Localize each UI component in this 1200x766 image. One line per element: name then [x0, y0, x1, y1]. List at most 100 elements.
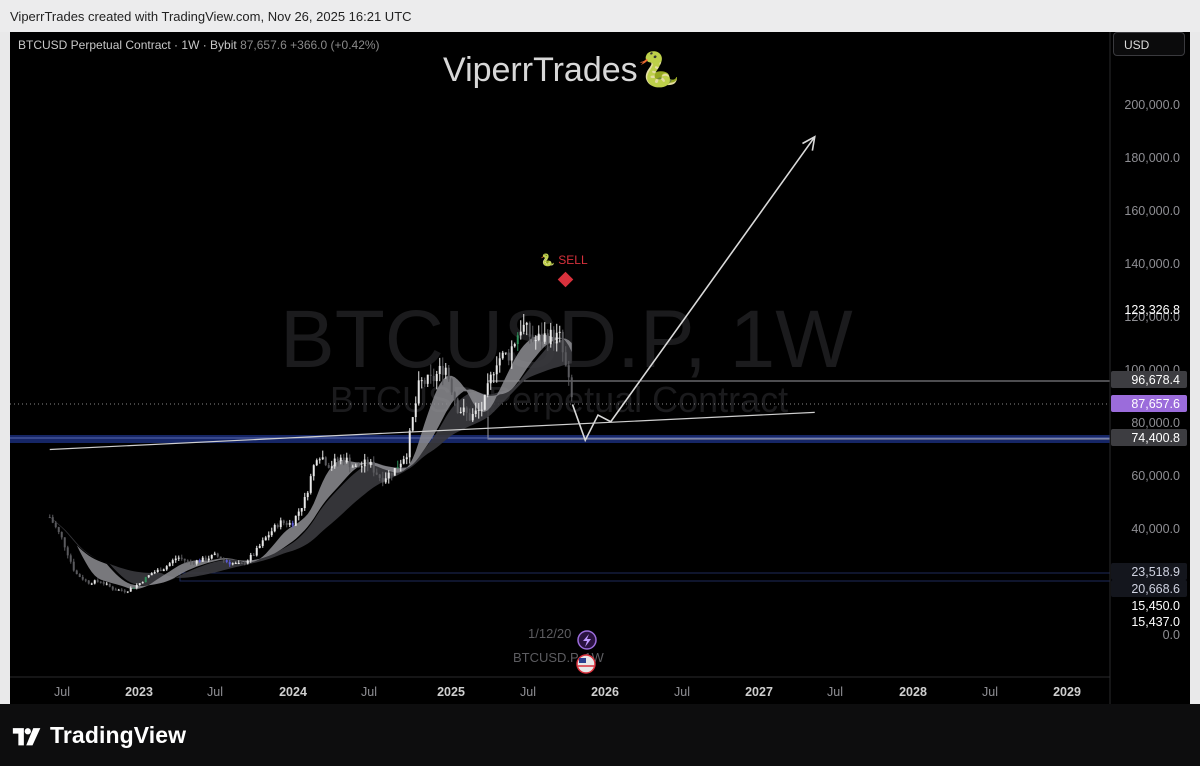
candle-body	[222, 558, 225, 561]
time-tick-label: 2023	[125, 685, 153, 699]
time-tick-label: 2028	[899, 685, 927, 699]
candle-body	[273, 525, 276, 532]
price-tick-label: 180,000.0	[1124, 151, 1180, 165]
candle-body	[261, 540, 264, 546]
candle-body	[330, 466, 333, 468]
time-tick-label: Jul	[520, 685, 536, 699]
candle-body	[570, 377, 573, 398]
candle-body	[108, 583, 111, 587]
price-label-badge	[1111, 371, 1187, 388]
author-brand: ViperrTrades🐍	[443, 51, 680, 89]
price-labels: 123,326.8 96,678.4 87,657.6 74,400.8 23,518.…	[1111, 303, 1187, 629]
candle-body	[417, 380, 420, 404]
candle-body	[72, 561, 75, 571]
candle-body	[351, 466, 354, 468]
ma-band	[49, 339, 572, 586]
candle-body	[432, 375, 435, 382]
moving-average-ribbon	[49, 334, 572, 590]
time-tick-label: Jul	[674, 685, 690, 699]
sell-label: 🐍 SELL	[540, 253, 588, 267]
chart-area[interactable]: BTCUSD.P, 1W BTCUSD Perpetual Contract 🐍…	[10, 32, 1190, 704]
price-chart[interactable]: BTCUSD.P, 1W BTCUSD Perpetual Contract 🐍…	[10, 32, 1190, 704]
candle-body	[315, 460, 318, 466]
time-tick-label: 2027	[745, 685, 773, 699]
candle-body	[546, 333, 549, 345]
price-label: 87,657.6	[1131, 397, 1180, 411]
candle-body	[489, 374, 492, 384]
projection-path	[571, 136, 816, 443]
candle-body	[138, 583, 141, 585]
candle-body	[198, 560, 201, 562]
time-tick-label: Jul	[982, 685, 998, 699]
candle-body	[309, 476, 312, 493]
candle-body	[480, 409, 483, 411]
symbol-legend[interactable]: BTCUSD Perpetual Contract · 1W · Bybit 8…	[18, 38, 380, 52]
symbol-name: BTCUSD Perpetual Contract · 1W · Bybit	[18, 38, 237, 52]
candle-body	[474, 410, 477, 415]
candle-body	[276, 525, 279, 528]
time-tick-label: 2025	[437, 685, 465, 699]
candle-body	[75, 570, 78, 575]
candle-body	[135, 584, 138, 588]
candle-body	[117, 589, 120, 591]
candle-body	[63, 537, 66, 548]
candle-body	[390, 472, 393, 476]
candle-body	[372, 461, 375, 473]
price-label: 123,326.8	[1124, 303, 1180, 317]
candle-body	[402, 459, 405, 464]
price-label: 96,678.4	[1131, 373, 1180, 387]
candle-body	[327, 465, 330, 468]
candle-body	[123, 590, 126, 592]
candle-body	[150, 573, 153, 576]
candle-body	[78, 574, 81, 577]
candle-body	[249, 554, 252, 561]
candle-body	[300, 508, 303, 512]
time-tick-label: Jul	[54, 685, 70, 699]
candle-body	[48, 517, 51, 519]
candle-body	[447, 367, 450, 380]
candle-body	[303, 497, 306, 509]
footer	[0, 704, 1200, 766]
candle-body	[168, 563, 171, 567]
candle-body	[387, 472, 390, 479]
candle-body	[324, 457, 327, 466]
candle-body	[84, 579, 87, 581]
time-tick-label: 2026	[591, 685, 619, 699]
symbol-price: 87,657.6	[240, 38, 287, 52]
candle-body	[333, 458, 336, 467]
economic-event[interactable]: 1/12/20 BTCUSD.P, 1W	[513, 626, 605, 674]
candle-body	[99, 581, 102, 583]
tradingview-logo[interactable]: TradingView	[12, 722, 186, 749]
candle-body	[534, 340, 537, 342]
candle-body	[561, 331, 564, 353]
candle-body	[408, 430, 411, 458]
time-tick-label: 2029	[1053, 685, 1081, 699]
candle-body	[111, 586, 114, 590]
candle-body	[90, 583, 93, 585]
candle-body	[552, 329, 555, 344]
currency-button[interactable]: USD	[1113, 32, 1185, 56]
candle-body	[528, 322, 531, 337]
candle-body	[378, 474, 381, 478]
candle-body	[363, 459, 366, 467]
candle-body	[105, 583, 108, 585]
us-flag-canton	[579, 658, 586, 663]
candle-body	[339, 457, 342, 462]
candle-body	[129, 588, 132, 592]
candle-body	[444, 367, 447, 375]
candle-body	[381, 477, 384, 483]
candle-body	[438, 365, 441, 375]
time-axis[interactable]: Jul 2023 Jul 2024 Jul 2025 Jul 2026 Jul 2027 Jul 20…	[54, 685, 1081, 699]
price-label: 15,437.0	[1131, 615, 1180, 629]
candle-body	[405, 457, 408, 460]
candle-body	[348, 457, 351, 468]
candle-body	[306, 492, 309, 498]
time-tick-label: Jul	[361, 685, 377, 699]
price-label-badge	[1111, 429, 1187, 446]
ma-band	[49, 334, 572, 590]
price-axis[interactable]: 200,000.0 180,000.0 160,000.0 140,000.0 120,…	[1124, 98, 1180, 642]
candle-body	[144, 577, 147, 583]
us-flag-icon[interactable]	[576, 654, 596, 674]
candle-body	[231, 563, 234, 565]
candle-body	[465, 407, 468, 413]
